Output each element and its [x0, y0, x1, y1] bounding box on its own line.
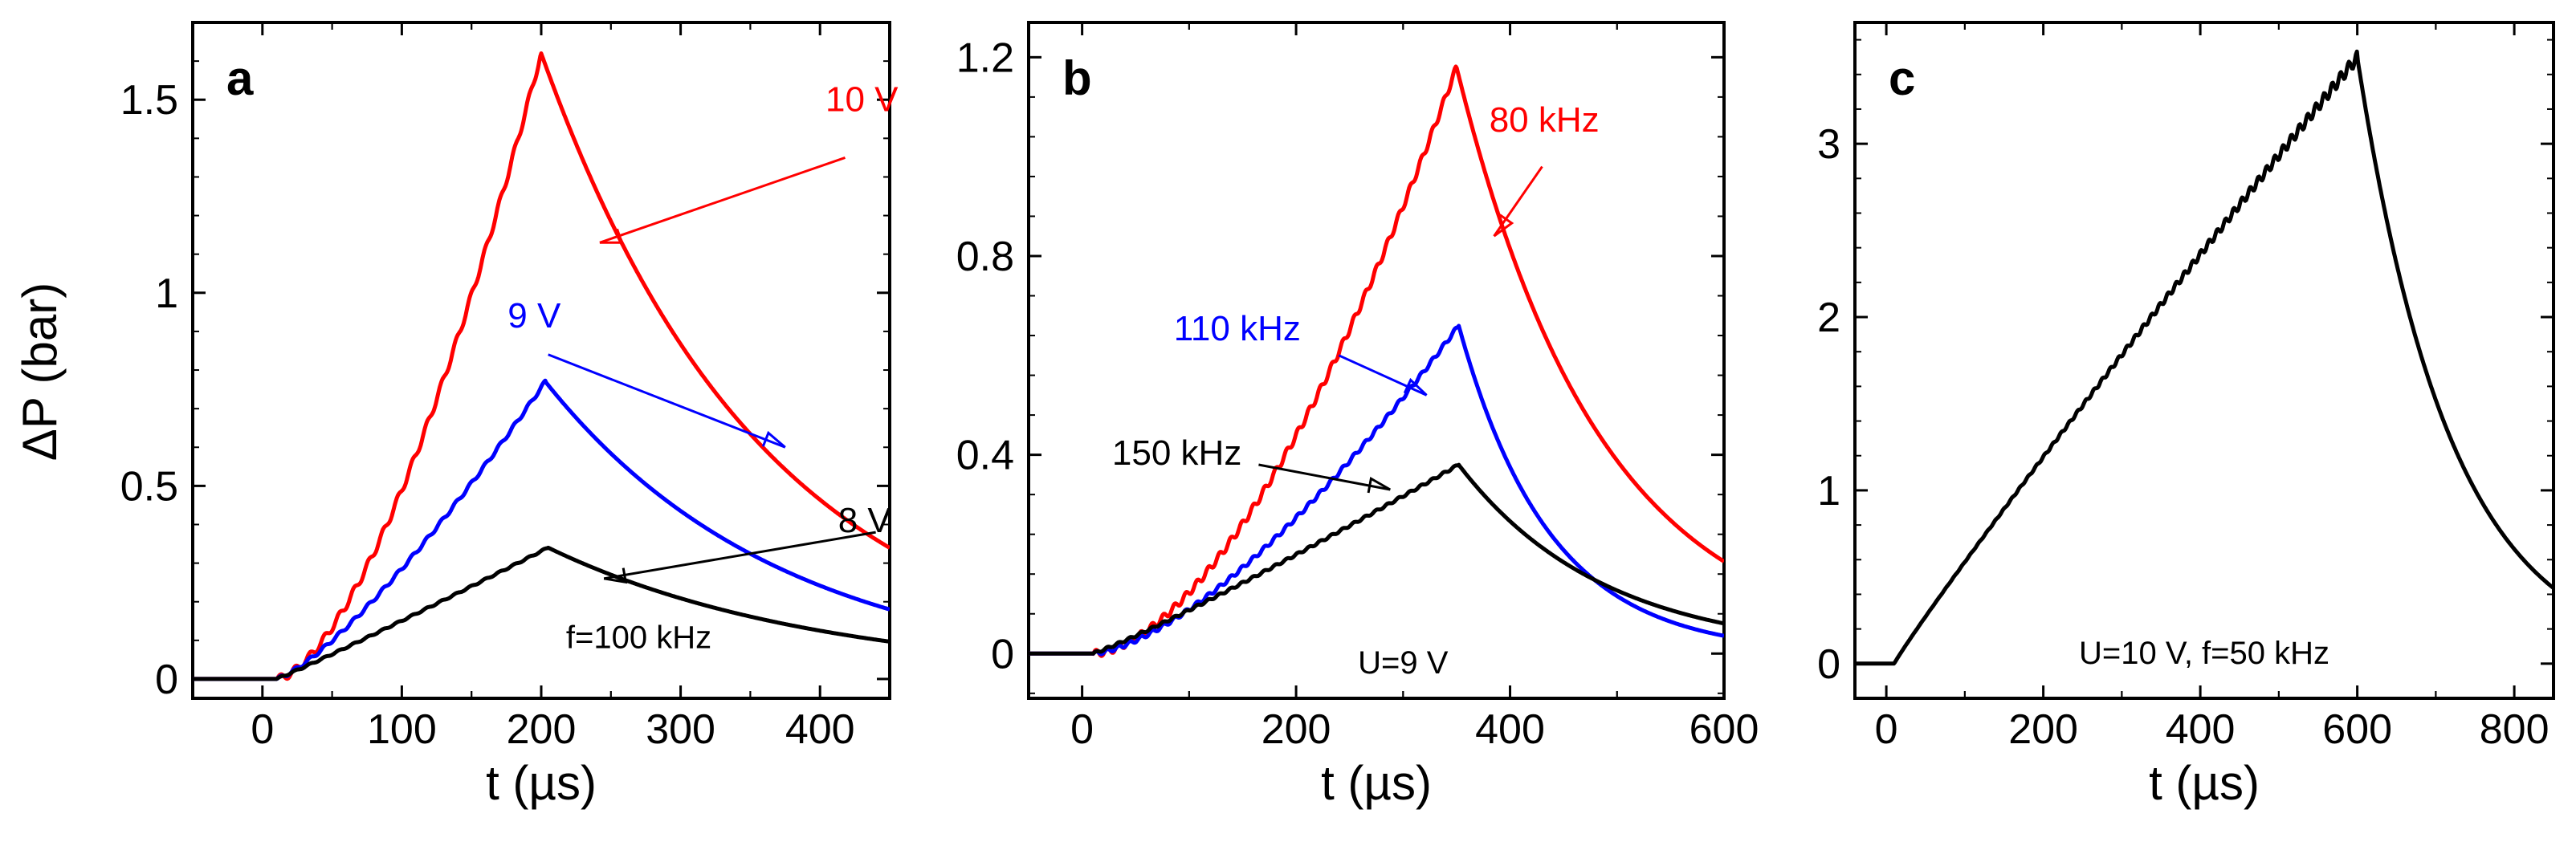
condition-label: U=9 V [1358, 645, 1449, 681]
x-tick-label: 800 [2480, 706, 2550, 753]
condition-label: U=10 V, f=50 kHz [2079, 636, 2329, 671]
arrow-head [761, 430, 786, 449]
arrow-head [1367, 476, 1392, 494]
x-axis-label: t (µs) [2149, 756, 2260, 810]
series-line-150-khz [1029, 462, 1724, 656]
x-tick-label: 400 [1475, 706, 1545, 753]
arrow-head [1493, 214, 1514, 238]
arrow-head [603, 567, 628, 584]
y-tick-label: 1.5 [120, 77, 178, 124]
y-tick-label: 1.2 [956, 35, 1014, 81]
panel-a: 0 100 200 300 400 0 0.5 1 1.5 t (µs) a f=100 kHz 10 … [120, 21, 899, 810]
x-tick-label: 100 [367, 706, 437, 753]
x-tick-label: 200 [1262, 706, 1331, 753]
series-line-9-v [193, 378, 890, 681]
y-tick-label: 1 [1817, 468, 1840, 514]
panel-b: 0 200 400 600 0 0.4 0.8 1.2 t (µs) b U=9 V 80 kHz 11… [956, 21, 1759, 810]
y-tick-label: 0.5 [120, 463, 178, 510]
annotation-150-khz: 150 kHz [1112, 433, 1241, 473]
arrow-head [599, 228, 624, 244]
series-line-110-khz [1029, 323, 1724, 657]
y-tick-label: 1 [155, 270, 178, 317]
x-tick-label: 0 [1875, 706, 1898, 753]
x-tick-label: 400 [2166, 706, 2236, 753]
arrow-head [1403, 377, 1428, 396]
panel-letter: c [1889, 51, 1915, 105]
x-tick-label: 400 [785, 706, 855, 753]
x-tick-label: 0 [1070, 706, 1094, 753]
annotation-80-khz: 80 kHz [1490, 100, 1600, 140]
y-tick-label: 0 [155, 657, 178, 703]
x-tick-label: 600 [2322, 706, 2392, 753]
series-line-u-10-v-f-50-khz [1855, 49, 2554, 666]
x-axis-label: t (µs) [486, 756, 597, 810]
x-tick-label: 200 [2008, 706, 2078, 753]
annotation-arrow [1493, 165, 1543, 238]
y-tick-label: 0 [1817, 641, 1840, 688]
x-tick-label: 600 [1689, 706, 1759, 753]
annotation-110-khz: 110 kHz [1174, 309, 1301, 348]
x-tick-label: 200 [507, 706, 577, 753]
panel-letter: a [226, 51, 254, 105]
x-tick-label: 300 [646, 706, 715, 753]
condition-label: f=100 kHz [566, 620, 711, 655]
plot-frame [1853, 21, 2555, 700]
y-tick-label: 3 [1817, 121, 1840, 168]
annotation-arrow [603, 531, 876, 580]
annotation-arrow [1258, 463, 1391, 491]
y-tick-label: 0.4 [956, 433, 1014, 479]
plot-frame [1027, 21, 1726, 700]
y-tick-label: 0 [991, 631, 1014, 677]
y-tick-label: 2 [1817, 295, 1840, 341]
series-line-80-khz [1029, 64, 1724, 658]
plot-frame [191, 21, 891, 700]
annotation-arrow [548, 353, 786, 449]
x-tick-label: 0 [251, 706, 274, 753]
series-line-8-v [193, 545, 890, 681]
x-axis-label: t (µs) [1321, 756, 1432, 810]
annotation-9-v: 9 V [507, 296, 561, 336]
annotation-arrow [599, 156, 846, 244]
y-tick-label: 0.8 [956, 234, 1014, 280]
panel-c: 0 200 400 600 800 0 1 2 3 t (µs) c U=10 V, f=50 kHz [1817, 21, 2555, 810]
series-line-10-v [193, 51, 890, 681]
annotation-10-v: 10 V [825, 80, 899, 120]
y-axis-label: ΔP (bar) [13, 283, 67, 461]
annotation-arrow [1338, 354, 1428, 396]
panel-letter: b [1062, 51, 1092, 105]
